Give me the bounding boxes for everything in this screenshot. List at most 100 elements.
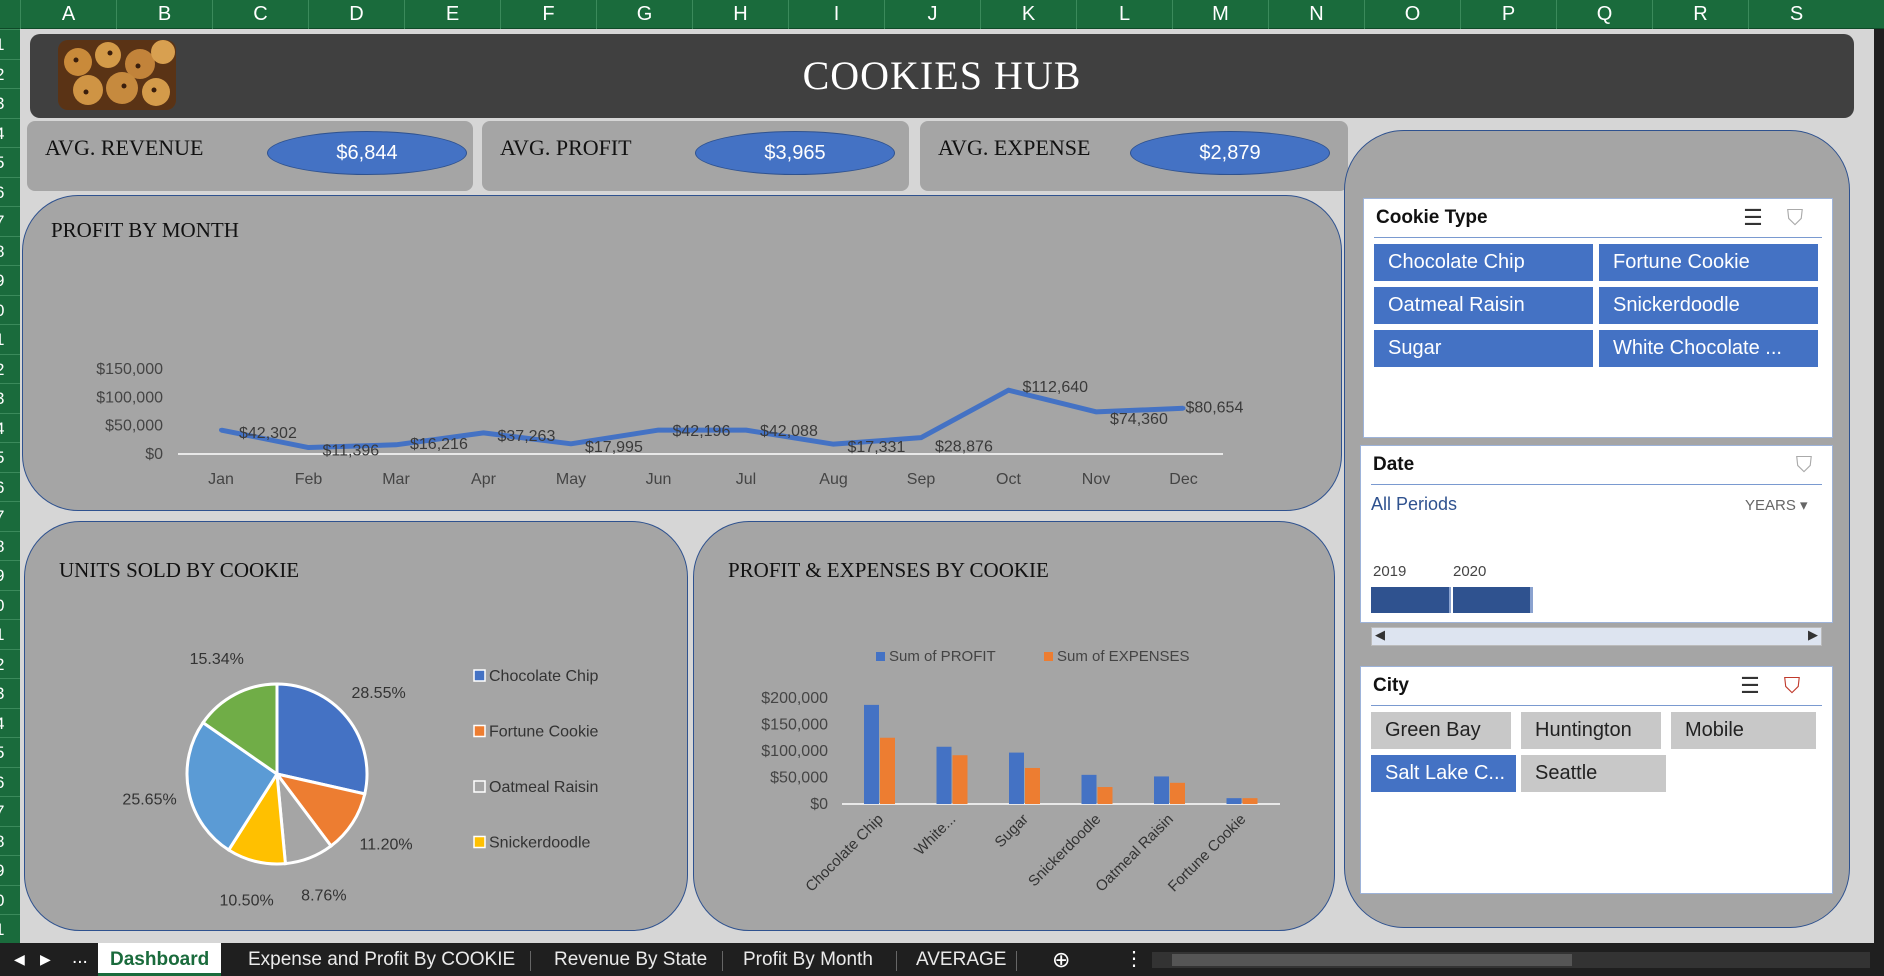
row-header[interactable]: 9 xyxy=(0,855,20,884)
timeline-scrollbar[interactable]: ◀ ▶ xyxy=(1371,627,1822,646)
profit-line-chart: $0 $50,000 $100,000 $150,000 Jan Feb Mar Apr May… xyxy=(96,361,1243,488)
slice-percent-label: 11.20% xyxy=(360,837,413,854)
slicer-item-city[interactable]: Mobile xyxy=(1671,712,1816,749)
row-header[interactable]: 1 xyxy=(0,914,20,943)
slice-percent-label: 25.65% xyxy=(122,792,176,809)
column-header-c[interactable]: C xyxy=(212,0,308,29)
row-header[interactable]: 6 xyxy=(0,766,20,796)
slicer-item-city[interactable]: Huntington xyxy=(1521,712,1661,749)
tab-expense-profit-by-cookie[interactable]: Expense and Profit By COOKIE xyxy=(248,949,516,970)
row-header[interactable]: 4 xyxy=(0,412,20,442)
row-header[interactable]: 1 xyxy=(0,619,20,648)
tab-scroll-left-icon[interactable]: ◀ xyxy=(14,951,25,967)
column-header-r[interactable]: R xyxy=(1652,0,1748,29)
row-header[interactable]: 7 xyxy=(0,206,20,235)
column-header-q[interactable]: Q xyxy=(1556,0,1652,29)
legend-swatch xyxy=(473,669,486,682)
row-header[interactable]: 1 xyxy=(0,29,20,58)
slicer-item-chocolate-chip[interactable]: Chocolate Chip xyxy=(1374,244,1593,281)
column-header-m[interactable]: M xyxy=(1172,0,1268,29)
multi-select-icon[interactable]: ☰ xyxy=(1740,673,1760,698)
row-header[interactable]: 2 xyxy=(0,58,20,88)
column-header-a[interactable]: A xyxy=(20,0,116,29)
row-header[interactable]: 1 xyxy=(0,324,20,353)
slicer-item-city[interactable]: Green Bay xyxy=(1371,712,1511,749)
column-header-i[interactable]: I xyxy=(788,0,884,29)
horizontal-scrollbar[interactable] xyxy=(1152,952,1870,968)
clear-filter-icon[interactable]: ⛉ xyxy=(1786,205,1804,230)
column-header-s[interactable]: S xyxy=(1748,0,1844,29)
row-header[interactable]: 5 xyxy=(0,737,20,766)
scrollbar-thumb[interactable] xyxy=(1172,954,1572,966)
tab-separator xyxy=(530,951,531,971)
multi-select-icon[interactable]: ☰ xyxy=(1743,205,1763,230)
row-header[interactable]: 0 xyxy=(0,589,20,619)
options-icon[interactable]: ⋮ xyxy=(1124,948,1144,970)
row-header[interactable]: 3 xyxy=(0,678,20,707)
slicer-item-city[interactable]: Salt Lake C... xyxy=(1371,755,1516,792)
column-header-n[interactable]: N xyxy=(1268,0,1364,29)
row-header[interactable]: 3 xyxy=(0,88,20,117)
y-tick-label: $0 xyxy=(145,446,163,463)
row-header[interactable]: 3 xyxy=(0,383,20,412)
column-header-g[interactable]: G xyxy=(596,0,692,29)
clear-filter-icon[interactable]: ⛉ xyxy=(1783,673,1801,698)
column-header-f[interactable]: F xyxy=(500,0,596,29)
row-header[interactable]: 4 xyxy=(0,707,20,737)
column-header-p[interactable]: P xyxy=(1460,0,1556,29)
y-tick-label: $50,000 xyxy=(770,770,828,787)
row-header[interactable]: 9 xyxy=(0,265,20,294)
slicer-item-oatmeal-raisin[interactable]: Oatmeal Raisin xyxy=(1374,287,1593,324)
profit-point xyxy=(569,441,573,446)
timeline-bar-2020[interactable] xyxy=(1453,587,1533,613)
row-header[interactable]: 0 xyxy=(0,294,20,324)
column-header-j[interactable]: J xyxy=(884,0,980,29)
clear-filter-icon[interactable]: ⛉ xyxy=(1795,452,1813,477)
row-header[interactable]: 2 xyxy=(0,353,20,383)
row-header[interactable]: 5 xyxy=(0,147,20,176)
slicer-item-white-chocolate[interactable]: White Chocolate ... xyxy=(1599,330,1818,367)
more-tabs-button[interactable]: ... xyxy=(72,947,88,968)
vertical-scrollbar[interactable] xyxy=(1872,29,1884,943)
kpi-value: $6,844 xyxy=(267,131,467,175)
column-header-l[interactable]: L xyxy=(1076,0,1172,29)
column-header-o[interactable]: O xyxy=(1364,0,1460,29)
tab-average[interactable]: AVERAGE xyxy=(916,949,1007,970)
row-header[interactable]: 8 xyxy=(0,235,20,265)
row-header[interactable]: 8 xyxy=(0,530,20,560)
row-header[interactable]: 2 xyxy=(0,648,20,678)
column-header-e[interactable]: E xyxy=(404,0,500,29)
row-header[interactable]: 7 xyxy=(0,501,20,530)
tab-revenue-by-state[interactable]: Revenue By State xyxy=(554,949,708,970)
tab-profit-by-month[interactable]: Profit By Month xyxy=(743,949,873,970)
year-label-2019: 2019 xyxy=(1373,563,1407,580)
add-sheet-icon[interactable]: ⊕ xyxy=(1052,947,1071,972)
scroll-left-icon[interactable]: ◀ xyxy=(1375,627,1385,642)
slicer-item-city[interactable]: Seattle xyxy=(1521,755,1666,792)
slicer-item-sugar[interactable]: Sugar xyxy=(1374,330,1593,367)
timeline-bar-2019[interactable] xyxy=(1371,587,1451,613)
tab-scroll-right-icon[interactable]: ▶ xyxy=(40,951,51,967)
slicer-item-snickerdoodle[interactable]: Snickerdoodle xyxy=(1599,287,1818,324)
row-header[interactable]: 7 xyxy=(0,796,20,825)
kpi-avg-revenue: AVG. REVENUE $6,844 xyxy=(27,121,473,191)
column-header-k[interactable]: K xyxy=(980,0,1076,29)
year-label-2020: 2020 xyxy=(1453,563,1487,580)
time-level-dropdown[interactable]: YEARS ▾ xyxy=(1745,496,1808,514)
slicer-item-fortune-cookie[interactable]: Fortune Cookie xyxy=(1599,244,1818,281)
row-header[interactable]: 4 xyxy=(0,117,20,147)
chevron-down-icon: ▾ xyxy=(1800,497,1808,514)
row-header[interactable]: 9 xyxy=(0,560,20,589)
row-header[interactable]: 5 xyxy=(0,442,20,471)
bar xyxy=(1154,776,1169,804)
row-header[interactable]: 8 xyxy=(0,825,20,855)
row-header[interactable]: 6 xyxy=(0,471,20,501)
tab-dashboard[interactable]: Dashboard xyxy=(98,943,222,976)
column-header-d[interactable]: D xyxy=(308,0,404,29)
column-header-h[interactable]: H xyxy=(692,0,788,29)
scroll-right-icon[interactable]: ▶ xyxy=(1808,627,1818,642)
y-tick-label: $150,000 xyxy=(96,361,163,378)
row-header[interactable]: 6 xyxy=(0,176,20,206)
column-header-b[interactable]: B xyxy=(116,0,212,29)
row-header[interactable]: 0 xyxy=(0,884,20,914)
